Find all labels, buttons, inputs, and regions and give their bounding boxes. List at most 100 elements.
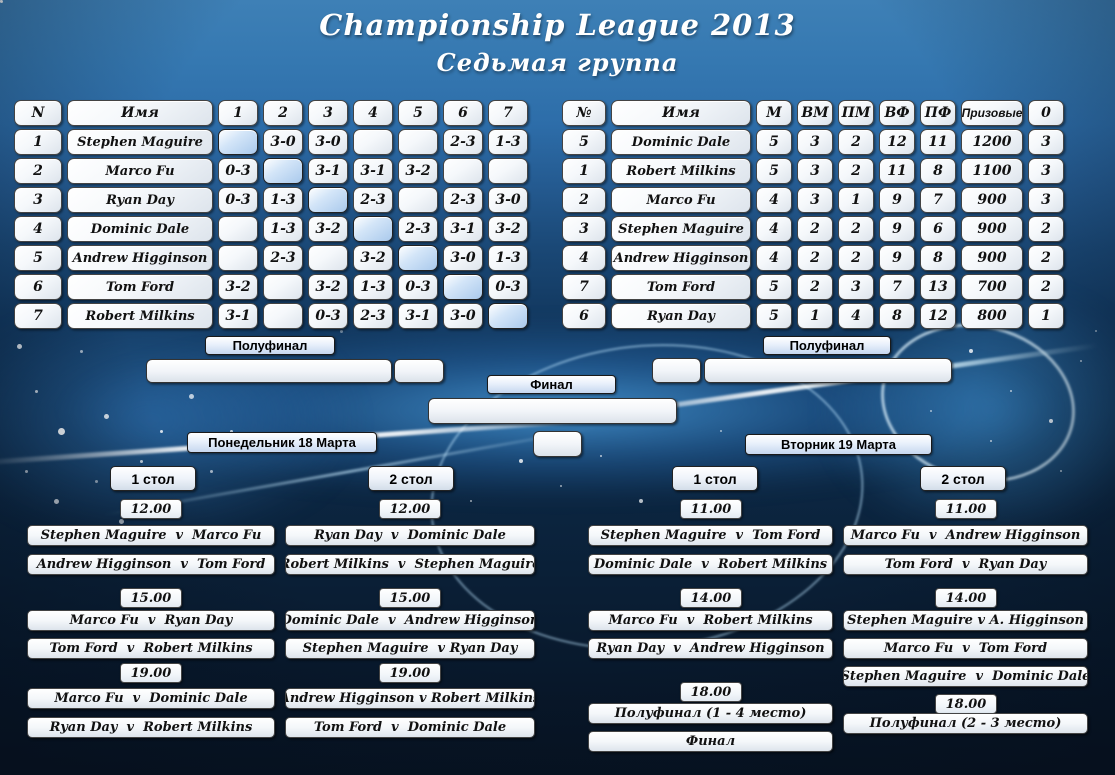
semifinal-right-player-slot xyxy=(704,358,952,383)
standings-cell: 4 xyxy=(756,187,792,213)
standings-cell: 2 xyxy=(838,158,874,184)
standings-cell: 3 xyxy=(838,274,874,300)
standings-cell: 2 xyxy=(797,245,833,271)
results-header: 1 xyxy=(218,100,258,126)
standings-table: № Имя М ВМ ПМ ВФ ПФ Призовые 0 5 Dominic… xyxy=(562,100,1064,329)
results-diagonal-cell xyxy=(488,303,528,329)
results-cell: 2-3 xyxy=(443,187,483,213)
standings-cell: 2 xyxy=(1028,245,1064,271)
player-name: Marco Fu xyxy=(67,158,213,184)
standings-header: № xyxy=(562,100,606,126)
standings-header-prizes: Призовые xyxy=(961,100,1023,126)
results-cell: 2-3 xyxy=(353,303,393,329)
results-cell: 3-0 xyxy=(308,129,348,155)
session-time: 19.00 xyxy=(120,663,182,683)
player-name: Robert Milkins xyxy=(67,303,213,329)
standings-cell: 4 xyxy=(756,245,792,271)
player-name: Ryan Day xyxy=(67,187,213,213)
session-time: 15.00 xyxy=(120,588,182,608)
results-cell xyxy=(218,216,258,242)
standings-cell: 11 xyxy=(920,129,956,155)
monday-table2-column: 12.00 Ryan Day v Dominic Dale Robert Mil… xyxy=(285,499,535,744)
standings-prize-cell: 1100 xyxy=(961,158,1023,184)
background-sparkles xyxy=(0,0,3,3)
results-cell: 1-3 xyxy=(488,129,528,155)
results-cell xyxy=(308,245,348,271)
standings-cell: 6 xyxy=(920,216,956,242)
standings-cell: 2 xyxy=(562,187,606,213)
player-name: Dominic Dale xyxy=(611,129,751,155)
results-header: 6 xyxy=(443,100,483,126)
results-cell: 1 xyxy=(14,129,62,155)
standings-prize-cell: 900 xyxy=(961,245,1023,271)
standings-cell: 3 xyxy=(562,216,606,242)
standings-cell: 3 xyxy=(797,158,833,184)
standings-cell: 8 xyxy=(920,245,956,271)
results-diagonal-cell xyxy=(443,274,483,300)
player-name: Dominic Dale xyxy=(67,216,213,242)
page-subtitle: Седьмая группа xyxy=(436,48,679,77)
semifinal-right-label: Полуфинал xyxy=(763,336,891,355)
results-cell: 3-1 xyxy=(353,158,393,184)
tuesday-table2-column: 11.00 Marco Fu v Andrew Higginson Tom Fo… xyxy=(843,499,1088,749)
match-item: Marco Fu v Ryan Day xyxy=(27,610,275,631)
player-name: Tom Ford xyxy=(611,274,751,300)
match-item: Stephen Maguire v Dominic Dale xyxy=(843,666,1088,687)
standings-cell: 5 xyxy=(562,129,606,155)
standings-header: М xyxy=(756,100,792,126)
standings-cell: 2 xyxy=(1028,274,1064,300)
session-time: 18.00 xyxy=(680,682,742,702)
results-cell: 2 xyxy=(14,158,62,184)
session-time: 12.00 xyxy=(120,499,182,519)
results-header: 5 xyxy=(398,100,438,126)
results-diagonal-cell xyxy=(398,245,438,271)
results-header: N xyxy=(14,100,62,126)
semifinal-left-player-slot xyxy=(146,359,392,383)
results-cell: 0-3 xyxy=(218,187,258,213)
standings-cell: 12 xyxy=(879,129,915,155)
tuesday-date-label: Вторник 19 Марта xyxy=(745,434,932,455)
results-cell: 3 xyxy=(14,187,62,213)
player-name: Andrew Higginson xyxy=(611,245,751,271)
match-item: Marco Fu v Robert Milkins xyxy=(588,610,833,631)
standings-cell: 4 xyxy=(756,216,792,242)
standings-cell: 3 xyxy=(1028,187,1064,213)
results-header: 3 xyxy=(308,100,348,126)
session-time: 15.00 xyxy=(379,588,441,608)
standings-cell: 6 xyxy=(562,303,606,329)
standings-cell: 13 xyxy=(920,274,956,300)
match-item: Tom Ford v Dominic Dale xyxy=(285,717,535,738)
session-time: 19.00 xyxy=(379,663,441,683)
player-name: Marco Fu xyxy=(611,187,751,213)
semifinal-match-item: Полуфинал (2 - 3 место) xyxy=(843,713,1088,734)
standings-cell: 1 xyxy=(838,187,874,213)
monday-table2-label: 2 стол xyxy=(368,466,454,491)
results-cell: 3-2 xyxy=(398,158,438,184)
player-name: Stephen Maguire xyxy=(611,216,751,242)
match-item: Stephen Maguire v Ryan Day xyxy=(285,638,535,659)
standings-header: 0 xyxy=(1028,100,1064,126)
standings-cell: 2 xyxy=(1028,216,1064,242)
results-cell: 2-3 xyxy=(443,129,483,155)
results-cell xyxy=(398,129,438,155)
match-item: Dominic Dale v Robert Milkins xyxy=(588,554,833,575)
standings-cell: 8 xyxy=(920,158,956,184)
standings-cell: 7 xyxy=(879,274,915,300)
standings-prize-cell: 1200 xyxy=(961,129,1023,155)
standings-cell: 9 xyxy=(879,187,915,213)
monday-table1-column: 12.00 Stephen Maguire v Marco Fu Andrew … xyxy=(27,499,275,744)
results-cell xyxy=(398,187,438,213)
match-item: Ryan Day v Dominic Dale xyxy=(285,525,535,546)
final-player-slot xyxy=(428,398,677,424)
results-cell: 3-1 xyxy=(398,303,438,329)
monday-date-label: Понедельник 18 Марта xyxy=(187,432,377,453)
standings-cell: 5 xyxy=(756,158,792,184)
standings-header: ВФ xyxy=(879,100,915,126)
results-cell: 6 xyxy=(14,274,62,300)
match-item: Andrew Higginson v Robert Milkins xyxy=(285,688,535,709)
match-item: Ryan Day v Robert Milkins xyxy=(27,717,275,738)
results-diagonal-cell xyxy=(263,158,303,184)
player-name: Andrew Higginson xyxy=(67,245,213,271)
standings-cell: 3 xyxy=(1028,158,1064,184)
standings-prize-cell: 900 xyxy=(961,216,1023,242)
